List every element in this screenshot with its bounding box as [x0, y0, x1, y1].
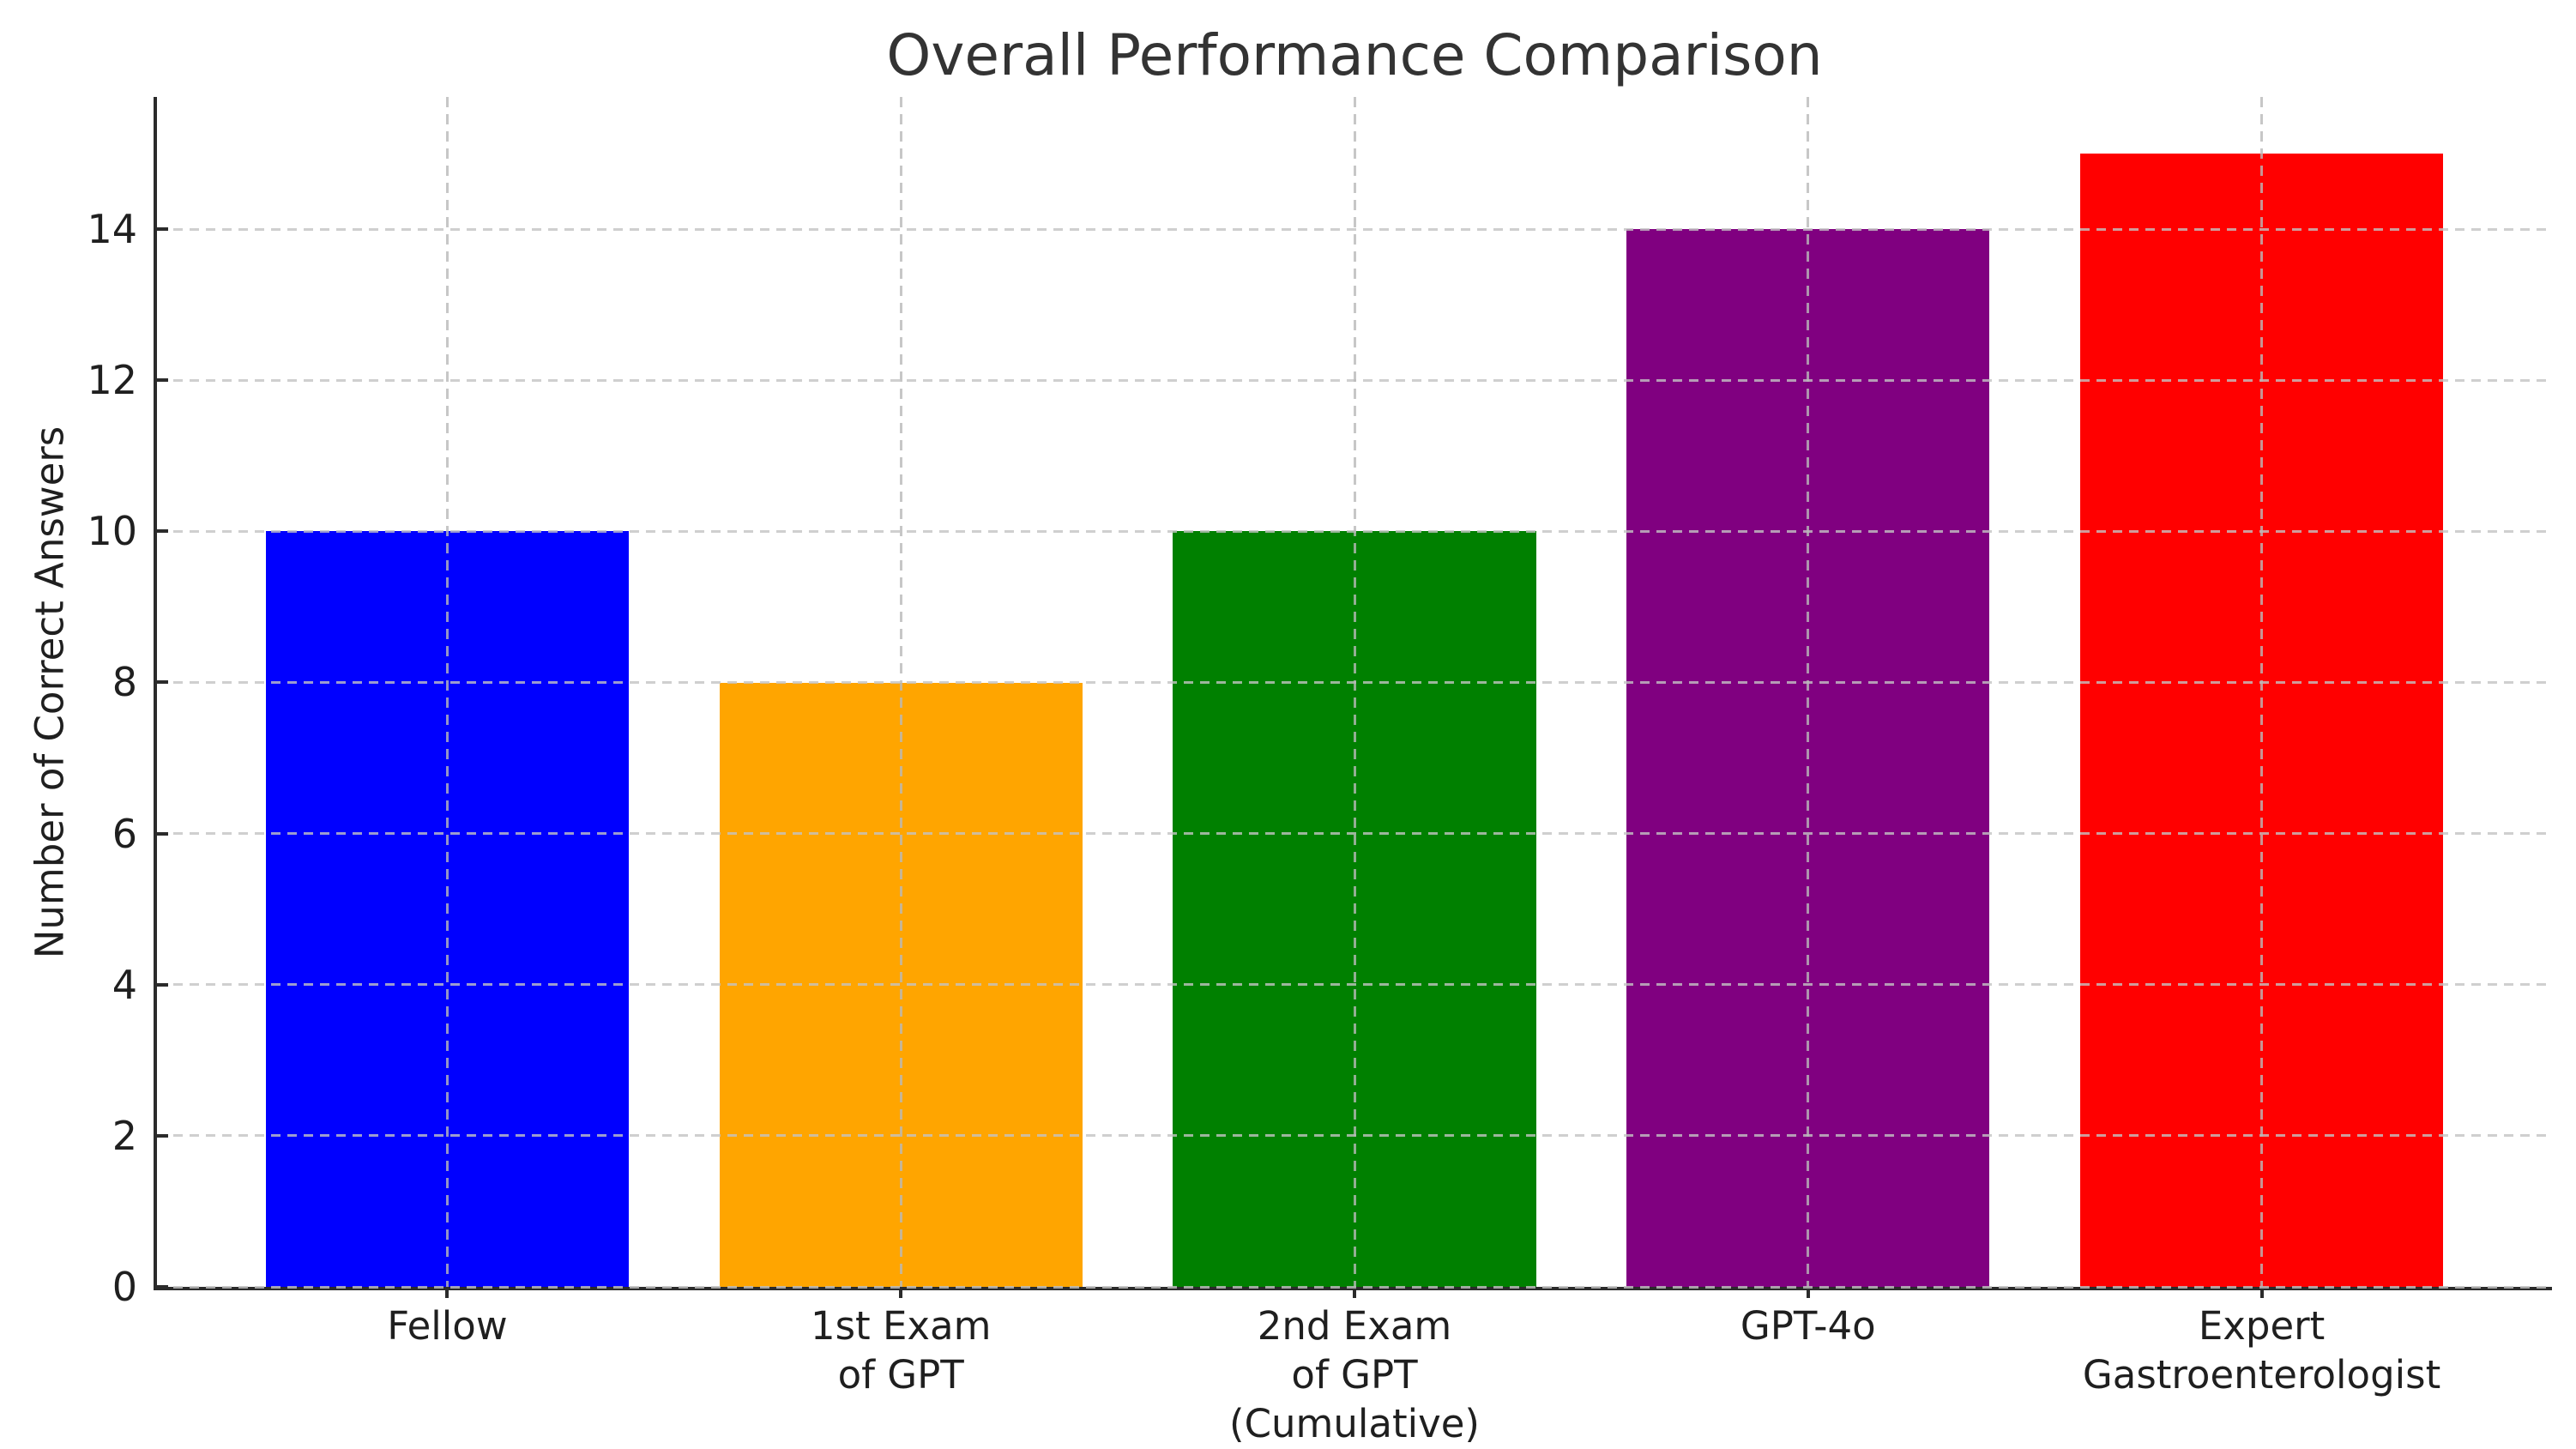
y-tick-label: 12 [87, 357, 137, 404]
x-tick-mark [445, 1290, 449, 1298]
bar [1173, 531, 1536, 1287]
x-tick-label: Fellow [387, 1303, 508, 1349]
y-tick-label: 6 [112, 810, 137, 857]
x-tick-mark [2259, 1290, 2264, 1298]
y-tick-mark [157, 831, 168, 836]
x-tick-label: GPT-4o [1740, 1303, 1876, 1349]
x-tick-mark [899, 1290, 903, 1298]
y-tick-label: 0 [112, 1264, 137, 1310]
chart-title: Overall Performance Comparison [886, 22, 1823, 88]
bar [2080, 154, 2444, 1287]
bar [719, 682, 1083, 1287]
x-tick-label: 1st Exam of GPT [810, 1303, 992, 1398]
x-tick-mark [1806, 1290, 1810, 1298]
y-tick-mark [157, 1285, 168, 1289]
y-tick-mark [157, 982, 168, 987]
y-tick-mark [157, 227, 168, 232]
y-tick-label: 10 [87, 508, 137, 555]
y-tick-mark [157, 1133, 168, 1138]
y-tick-mark [157, 378, 168, 383]
y-tick-label: 4 [112, 961, 137, 1008]
y-tick-label: 8 [112, 659, 137, 706]
plot-area [154, 97, 2552, 1290]
bar [265, 531, 629, 1287]
y-tick-mark [157, 680, 168, 685]
x-tick-mark [1353, 1290, 1356, 1298]
bar [1626, 229, 1990, 1287]
y-tick-mark [157, 529, 168, 534]
y-tick-label: 14 [87, 206, 137, 253]
y-tick-label: 2 [112, 1112, 137, 1159]
x-tick-label: 2nd Exam of GPT (Cumulative) [1229, 1303, 1480, 1446]
x-tick-label: Expert Gastroenterologist [2082, 1303, 2441, 1398]
